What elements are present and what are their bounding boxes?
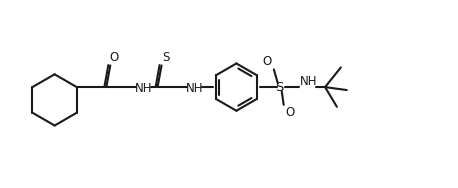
Text: NH: NH [135,82,153,95]
Text: O: O [285,106,294,119]
Text: O: O [109,51,119,64]
Text: O: O [262,55,272,68]
Text: NH: NH [300,75,317,88]
Text: S: S [276,81,284,94]
Text: S: S [162,51,169,64]
Text: NH: NH [186,82,204,95]
